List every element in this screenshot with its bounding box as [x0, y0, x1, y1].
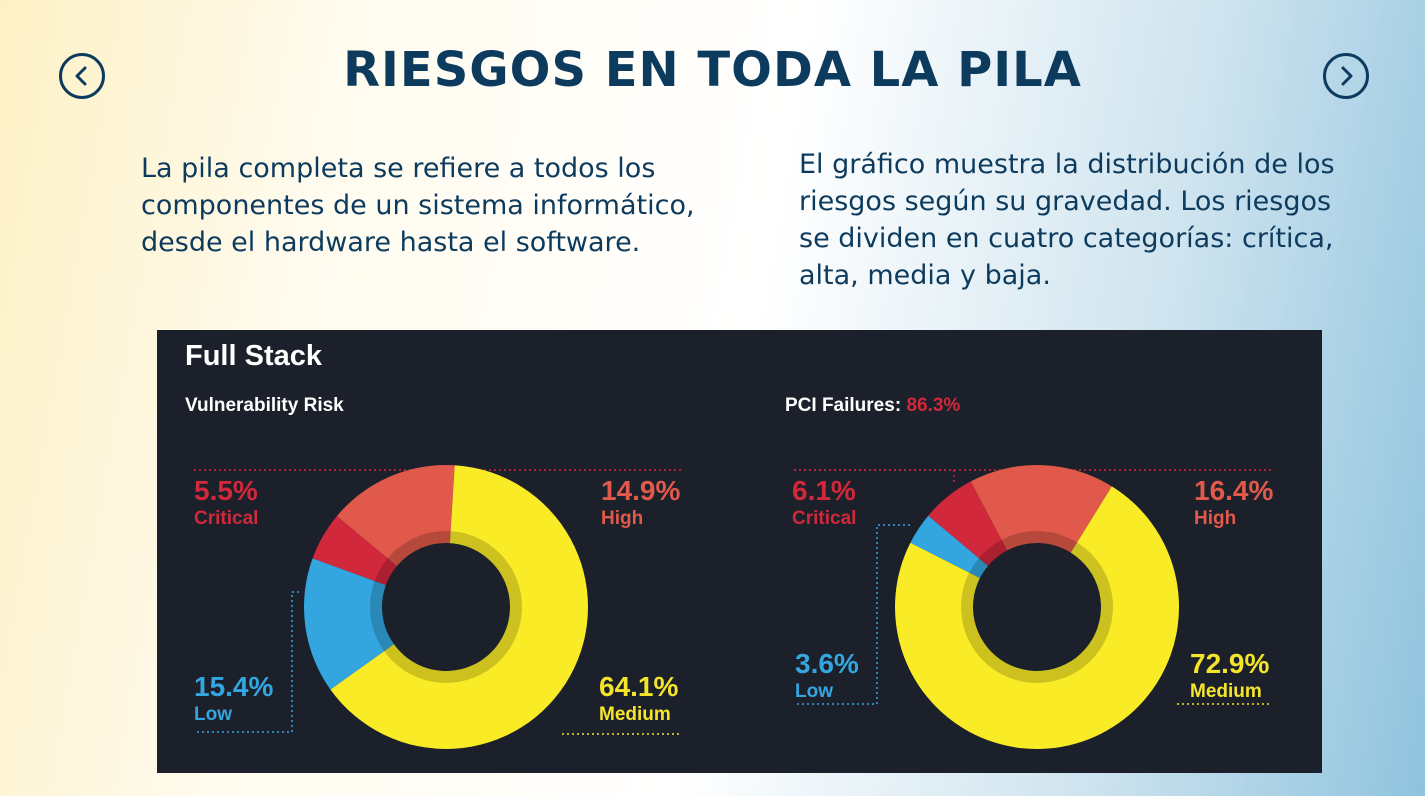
label-value: 14.9%	[601, 475, 681, 506]
donut-hole	[383, 544, 509, 670]
label-value: 15.4%	[194, 671, 274, 702]
label-critical: 6.1% Critical	[792, 475, 857, 529]
prev-slide-button[interactable]	[59, 53, 105, 99]
donut-slice-high	[336, 465, 455, 567]
label-value: 72.9%	[1190, 648, 1270, 679]
label-category: Medium	[1190, 681, 1262, 702]
donut-inner-shadow	[370, 531, 522, 683]
label-low: 3.6% Low	[795, 648, 859, 702]
donut-slice-critical	[928, 481, 1008, 566]
label-category: Low	[194, 704, 232, 725]
chart-panel: Full Stack Vulnerability Risk PCI Failur…	[157, 330, 1322, 773]
next-slide-button[interactable]	[1323, 53, 1369, 99]
donut-slice-medium	[895, 486, 1179, 749]
donut-chart-pci	[895, 465, 1179, 749]
label-critical: 5.5% Critical	[194, 475, 259, 529]
chart-title-vulnerability: Vulnerability Risk	[185, 395, 344, 417]
leader-lines	[194, 469, 1272, 735]
chart-title-pci: PCI Failures: 86.3%	[785, 395, 960, 417]
label-category: High	[1194, 508, 1237, 529]
intro-paragraph-left: La pila completa se refiere a todos los …	[141, 153, 695, 258]
donut-slice-low	[910, 515, 988, 579]
chevron-left-icon	[75, 66, 87, 86]
pci-failure-value: 86.3%	[906, 395, 961, 416]
label-category: Critical	[194, 508, 259, 529]
label-medium: 72.9% Medium	[1190, 648, 1270, 702]
donut-chart-vulnerability	[304, 465, 588, 749]
donut-slice-high	[970, 465, 1112, 553]
label-category: Critical	[792, 508, 857, 529]
label-value: 5.5%	[194, 475, 258, 506]
label-value: 64.1%	[599, 671, 679, 702]
donut-slice-critical	[312, 516, 397, 586]
label-value: 16.4%	[1194, 475, 1274, 506]
label-high: 14.9% High	[601, 475, 681, 529]
label-value: 6.1%	[792, 475, 856, 506]
label-category: Medium	[599, 704, 671, 725]
chevron-right-icon	[1341, 66, 1353, 86]
page-title: RIESGOS EN TODA LA PILA	[343, 42, 1082, 98]
donut-slice-low	[304, 558, 394, 690]
chart-title-text: PCI Failures:	[785, 395, 902, 416]
chart-title-text: Vulnerability Risk	[185, 395, 344, 416]
label-medium: 64.1% Medium	[599, 671, 679, 725]
label-category: High	[601, 508, 644, 529]
label-low: 15.4% Low	[194, 671, 274, 725]
donut-hole	[974, 544, 1100, 670]
donut-slice-medium	[330, 465, 588, 749]
donut-inner-shadow	[961, 531, 1113, 683]
label-value: 3.6%	[795, 648, 859, 679]
panel-title: Full Stack	[185, 340, 322, 372]
intro-paragraph-right: El gráfico muestra la distribución de lo…	[799, 149, 1335, 291]
label-high: 16.4% High	[1194, 475, 1274, 529]
label-category: Low	[795, 681, 833, 702]
